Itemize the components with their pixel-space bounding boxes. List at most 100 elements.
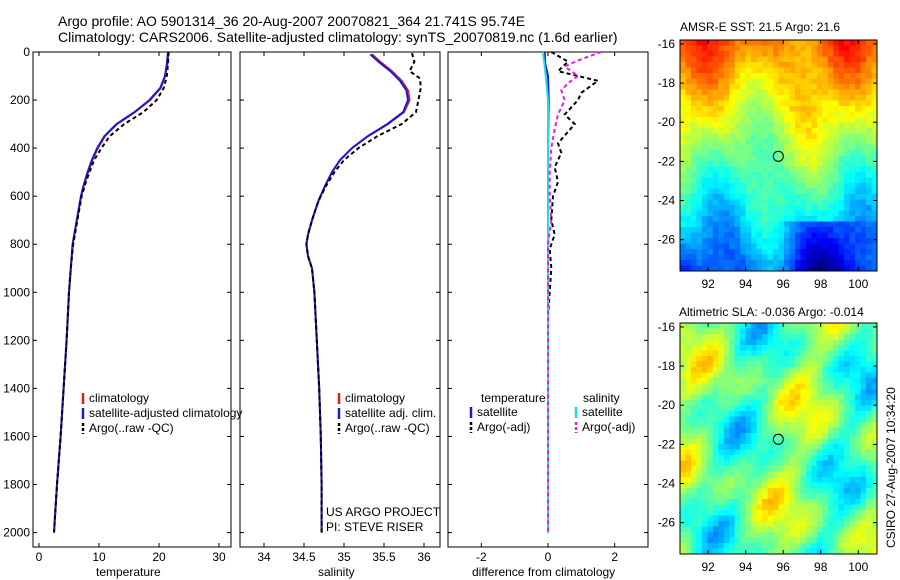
heatmap-cell bbox=[827, 62, 834, 68]
heatmap-cell bbox=[805, 504, 812, 511]
heatmap-cell bbox=[756, 249, 763, 255]
heatmap-cell bbox=[751, 394, 758, 401]
heatmap-cell bbox=[783, 183, 790, 189]
heatmap-cell bbox=[800, 394, 807, 401]
heatmap-cell bbox=[794, 493, 801, 500]
heatmap-cell bbox=[701, 249, 708, 255]
heatmap-cell bbox=[838, 548, 845, 555]
heatmap-cell bbox=[762, 188, 768, 195]
y-tick-label: 800 bbox=[10, 237, 30, 251]
heatmap-cell bbox=[800, 183, 807, 189]
heatmap-cell bbox=[751, 389, 758, 395]
heatmap-cell bbox=[778, 216, 785, 222]
heatmap-cell bbox=[827, 199, 834, 206]
heatmap-cell bbox=[827, 155, 834, 162]
heatmap-cell bbox=[718, 405, 725, 412]
heatmap-cell bbox=[701, 466, 708, 472]
heatmap-cell bbox=[794, 161, 801, 167]
heatmap-cell bbox=[718, 339, 725, 346]
heatmap-cell bbox=[762, 150, 768, 156]
heatmap-cell bbox=[860, 405, 867, 412]
heatmap-cell bbox=[849, 493, 856, 500]
heatmap-cell bbox=[729, 350, 736, 357]
heatmap-cell bbox=[773, 378, 779, 384]
heatmap-cell bbox=[762, 356, 768, 362]
heatmap-cell bbox=[794, 334, 801, 340]
heatmap-cell bbox=[838, 155, 845, 162]
heatmap-cell bbox=[778, 73, 785, 79]
heatmap-cell bbox=[844, 433, 851, 439]
heatmap-cell bbox=[827, 394, 834, 401]
heatmap-cell bbox=[805, 232, 812, 239]
heatmap-cell bbox=[849, 515, 856, 522]
heatmap-cell bbox=[718, 427, 725, 434]
heatmap-cell bbox=[844, 521, 851, 527]
heatmap-cell bbox=[773, 111, 779, 118]
heatmap-cell bbox=[789, 416, 796, 423]
heatmap-cell bbox=[866, 84, 872, 90]
heatmap-cell bbox=[822, 477, 829, 483]
heatmap-cell bbox=[849, 361, 856, 368]
heatmap-cell bbox=[762, 477, 768, 483]
heatmap-cell bbox=[729, 438, 736, 445]
heatmap-cell bbox=[718, 122, 725, 129]
heatmap-cell bbox=[805, 62, 812, 68]
heatmap-cell bbox=[811, 488, 818, 494]
heatmap-cell bbox=[756, 45, 763, 52]
heatmap-cell bbox=[696, 367, 703, 373]
heatmap-cell bbox=[712, 477, 719, 483]
heatmap-cell bbox=[745, 238, 752, 244]
heatmap-cell bbox=[794, 411, 801, 417]
heatmap-cell bbox=[767, 510, 774, 516]
heatmap-cell bbox=[685, 89, 692, 96]
heatmap-cell bbox=[751, 249, 758, 255]
heatmap-cell bbox=[816, 232, 823, 239]
heatmap-cell bbox=[794, 139, 801, 145]
heatmap-cell bbox=[690, 106, 697, 112]
heatmap-cell bbox=[723, 117, 730, 123]
heatmap-cell bbox=[680, 372, 686, 379]
heatmap-cell bbox=[729, 133, 736, 140]
heatmap-cell bbox=[734, 128, 741, 134]
heatmap-cell bbox=[838, 89, 845, 96]
heatmap-cell bbox=[844, 488, 851, 494]
heatmap-cell bbox=[783, 422, 790, 428]
heatmap-cell bbox=[723, 521, 730, 527]
heatmap-cell bbox=[866, 339, 872, 346]
heatmap-cell bbox=[707, 438, 714, 445]
heatmap-cell bbox=[701, 111, 708, 118]
heatmap-cell bbox=[827, 345, 834, 351]
heatmap-cell bbox=[849, 73, 856, 79]
heatmap-cell bbox=[866, 260, 872, 266]
heatmap-cell bbox=[690, 45, 697, 52]
heatmap-cell bbox=[800, 378, 807, 384]
heatmap-cell bbox=[827, 84, 834, 90]
heatmap-cell bbox=[740, 238, 747, 244]
heatmap-cell bbox=[680, 45, 686, 52]
heatmap-cell bbox=[729, 532, 736, 538]
heatmap-cell bbox=[740, 532, 747, 538]
sla-map-panel: 92 94 96 98 100-16-18-20-22-24-26 bbox=[658, 320, 878, 574]
heatmap-cell bbox=[723, 249, 730, 255]
heatmap-cell bbox=[745, 493, 752, 500]
heatmap-cell bbox=[789, 100, 796, 107]
heatmap-cell bbox=[838, 106, 845, 112]
heatmap-cell bbox=[740, 350, 747, 357]
heatmap-cell bbox=[805, 334, 812, 340]
heatmap-cell bbox=[745, 339, 752, 346]
heatmap-cell bbox=[866, 422, 872, 428]
heatmap-cell bbox=[816, 356, 823, 362]
heatmap-cell bbox=[833, 323, 840, 329]
heatmap-cell bbox=[745, 95, 752, 101]
heatmap-cell bbox=[718, 166, 725, 173]
heatmap-cell bbox=[751, 345, 758, 351]
heatmap-cell bbox=[734, 339, 741, 346]
heatmap-cell bbox=[762, 210, 768, 217]
heatmap-cell bbox=[690, 532, 697, 538]
heatmap-cell bbox=[729, 378, 736, 384]
heatmap-cell bbox=[685, 427, 692, 434]
heatmap-cell bbox=[849, 488, 856, 494]
heatmap-cell bbox=[729, 243, 736, 250]
heatmap-cell bbox=[860, 378, 867, 384]
heatmap-cell bbox=[822, 56, 829, 63]
